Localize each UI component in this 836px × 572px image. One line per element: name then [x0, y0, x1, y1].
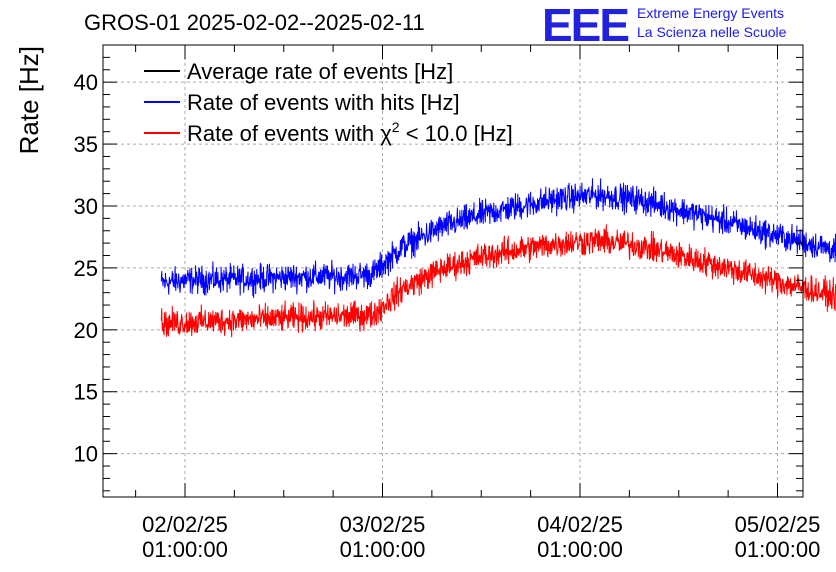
axis-ticks: [103, 44, 803, 497]
logo-caption-line2: La Scienza nelle Scuole: [637, 24, 787, 40]
series-layer: [160, 178, 836, 338]
y-tick-label: 15: [74, 380, 98, 405]
y-tick-label: 20: [74, 318, 98, 343]
legend: Average rate of events [Hz] Rate of even…: [144, 59, 513, 146]
plot-frame: [102, 44, 804, 498]
logo-caption: Extreme Energy Events La Scienza nelle S…: [637, 4, 786, 42]
x-tick-label-time: 01:00:00: [537, 537, 623, 562]
eee-logo: EEE: [542, 0, 630, 51]
x-tick-label-date: 05/02/25: [735, 512, 821, 537]
logo-caption-line1: Extreme Energy Events: [637, 5, 785, 21]
series-line-1: [160, 178, 836, 299]
y-tick-label: 40: [74, 70, 98, 95]
series-line-2: [160, 224, 836, 338]
y-tick-label: 35: [74, 132, 98, 157]
legend-chi2-prefix: Rate of events with: [187, 121, 380, 146]
y-tick-labels: 10 15 20 25 30 35 40: [74, 70, 98, 467]
legend-chi2-suffix: < 10.0 [Hz]: [400, 121, 513, 146]
x-tick-label-date: 03/02/25: [340, 512, 426, 537]
chart-title: GROS-01 2025-02-02--2025-02-11: [84, 10, 425, 35]
legend-label-hits: Rate of events with hits [Hz]: [187, 90, 460, 115]
y-tick-label: 25: [74, 256, 98, 281]
x-tick-labels: 02/02/2501:00:0003/02/2501:00:0004/02/25…: [142, 512, 820, 562]
x-tick-label-date: 04/02/25: [537, 512, 623, 537]
x-tick-label-date: 02/02/25: [142, 512, 228, 537]
x-tick-label-time: 01:00:00: [735, 537, 821, 562]
legend-label-average: Average rate of events [Hz]: [187, 59, 453, 84]
legend-chi2-symbol: χ: [380, 121, 392, 146]
x-tick-label-time: 01:00:00: [340, 537, 426, 562]
y-axis-title: Rate [Hz]: [14, 46, 44, 154]
y-tick-label: 10: [74, 442, 98, 467]
legend-label-chi2: Rate of events with χ2 < 10.0 [Hz]: [187, 119, 513, 146]
x-tick-label-time: 01:00:00: [142, 537, 228, 562]
y-tick-label: 30: [74, 194, 98, 219]
legend-chi2-sup: 2: [392, 119, 400, 135]
